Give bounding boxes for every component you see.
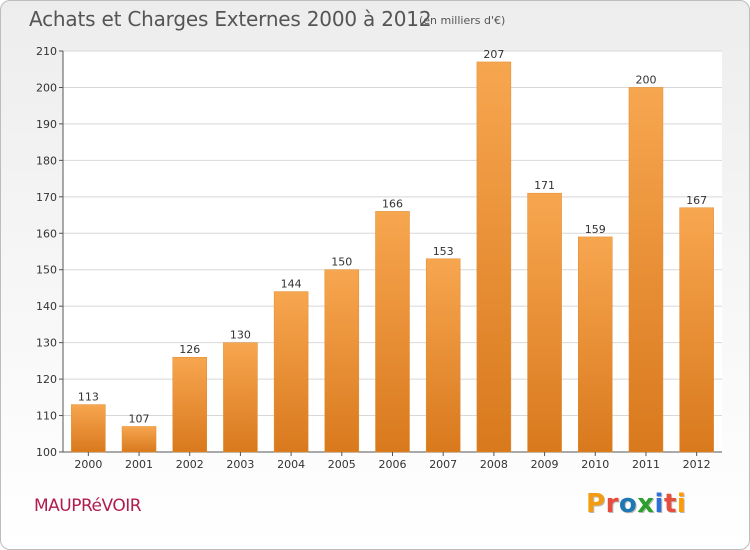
bar-value-label: 200 <box>635 73 656 86</box>
bar <box>71 404 106 453</box>
y-tick-label: 130 <box>36 337 57 350</box>
bar-value-label: 144 <box>281 278 302 291</box>
y-tick-label: 100 <box>36 446 57 459</box>
x-tick-label: 2009 <box>531 458 559 471</box>
x-tick-label: 2000 <box>74 458 102 471</box>
y-tick-label: 110 <box>36 410 57 423</box>
bar-value-label: 150 <box>331 256 352 269</box>
y-tick-label: 180 <box>36 154 57 167</box>
bar-value-label: 153 <box>433 245 454 258</box>
x-tick-label: 2012 <box>683 458 711 471</box>
y-tick-label: 200 <box>36 81 57 94</box>
x-tick-label: 2003 <box>226 458 254 471</box>
bar <box>121 426 157 453</box>
bar <box>476 61 512 453</box>
bar <box>223 342 258 453</box>
bar <box>578 236 613 453</box>
bar <box>527 192 562 453</box>
bar-value-label: 107 <box>129 412 150 425</box>
bar <box>324 269 360 453</box>
x-tick-label: 2006 <box>379 458 407 471</box>
logo-letter: i <box>654 489 664 519</box>
y-tick-label: 190 <box>36 118 57 131</box>
y-tick-label: 210 <box>36 45 57 58</box>
chart-unit-label: (en milliers d'€) <box>419 14 506 27</box>
bar-value-label: 113 <box>78 391 99 404</box>
logo-letter: r <box>605 489 619 519</box>
logo-letter: P <box>586 489 606 519</box>
bar <box>679 207 714 453</box>
proxiti-logo: Proxiti <box>586 489 686 519</box>
bar <box>628 87 664 453</box>
bar-value-label: 207 <box>483 48 504 61</box>
y-tick-label: 170 <box>36 191 57 204</box>
bar-value-label: 166 <box>382 197 403 210</box>
y-tick-label: 140 <box>36 300 57 313</box>
bar <box>425 258 461 453</box>
bar-value-label: 159 <box>585 223 606 236</box>
x-tick-label: 2005 <box>328 458 356 471</box>
x-tick-label: 2001 <box>125 458 153 471</box>
x-tick-label: 2004 <box>277 458 305 471</box>
x-tick-label: 2008 <box>480 458 508 471</box>
bar <box>375 211 410 453</box>
logo-letter: x <box>637 489 655 519</box>
y-tick-label: 120 <box>36 373 57 386</box>
bar <box>172 356 207 453</box>
bar-value-label: 167 <box>686 194 707 207</box>
bar-value-label: 171 <box>534 179 555 192</box>
x-tick-label: 2007 <box>429 458 457 471</box>
logo-letter: t <box>663 489 677 519</box>
commune-name: MAUPRéVOIR <box>34 496 142 516</box>
x-tick-label: 2010 <box>581 458 609 471</box>
logo-letter: i <box>676 489 687 519</box>
bar <box>273 291 309 453</box>
bar-value-label: 130 <box>230 329 251 342</box>
y-tick-label: 160 <box>36 227 57 240</box>
logo-letter: o <box>618 489 638 519</box>
bar-value-label: 126 <box>179 343 200 356</box>
chart-title: Achats et Charges Externes 2000 à 2012 <box>29 7 432 31</box>
x-tick-label: 2011 <box>632 458 660 471</box>
y-tick-label: 150 <box>36 264 57 277</box>
x-tick-label: 2002 <box>176 458 204 471</box>
